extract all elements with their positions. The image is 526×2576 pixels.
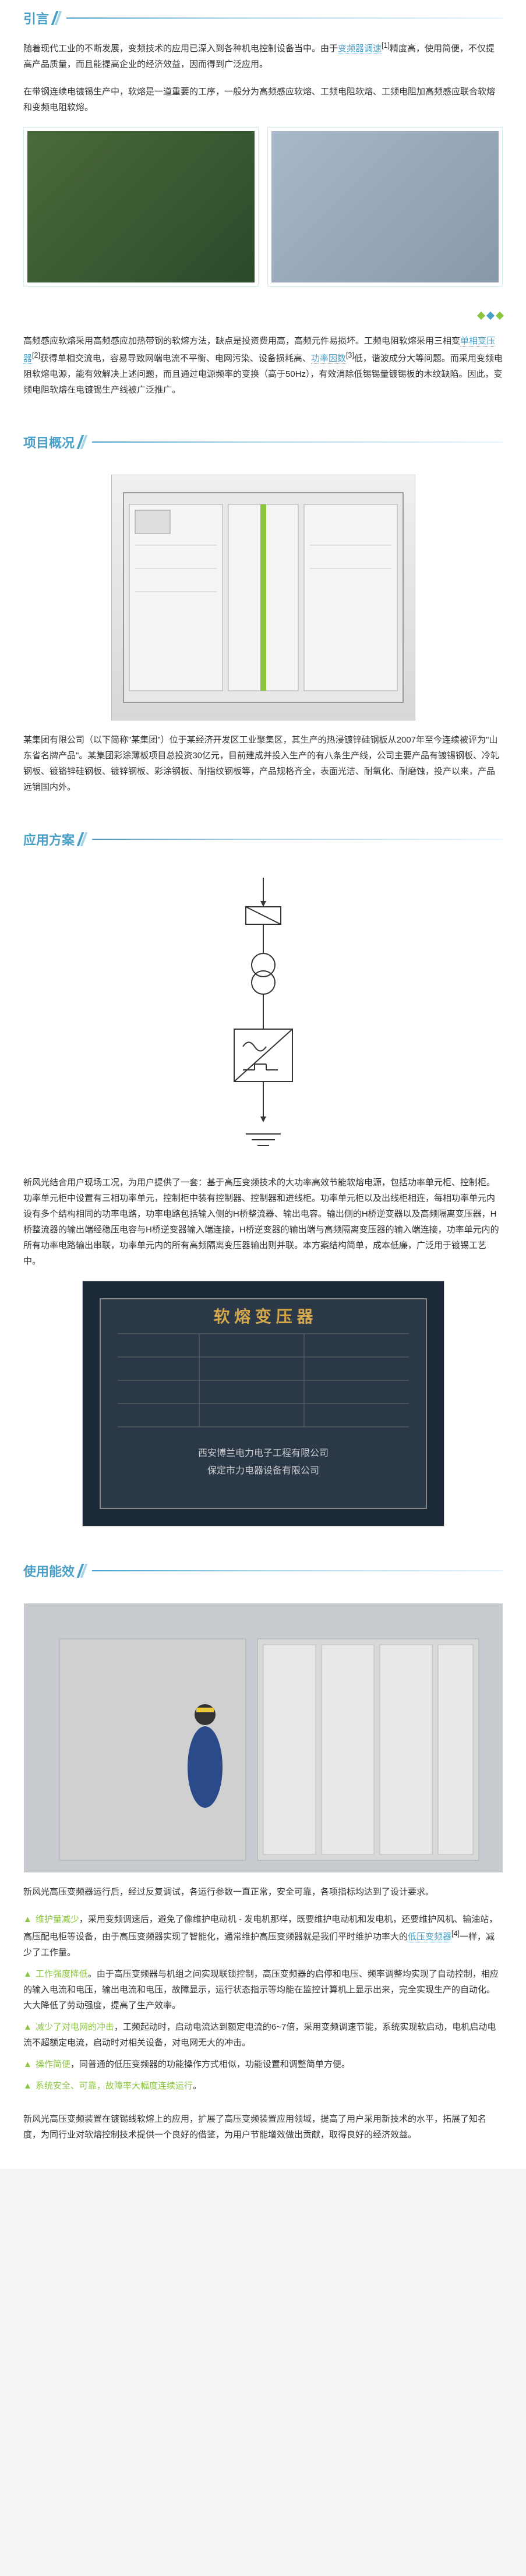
- overview-content: 某集团有限公司（以下简称"某集团"）位于某经济开发区工业聚集区，其生产的热浸镀锌…: [0, 454, 526, 821]
- overview-para1: 某集团有限公司（以下简称"某集团"）位于某经济开发区工业聚集区，其生产的热浸镀锌…: [23, 732, 503, 795]
- site-svg: [24, 1604, 502, 1872]
- cabinet-image: [111, 475, 415, 720]
- benefit-title-3: 减少了对电网的冲击: [36, 2022, 114, 2032]
- equipment-image-1: [27, 131, 255, 282]
- section-header-solution: 应用方案: [0, 821, 526, 851]
- section-underline: [92, 839, 503, 840]
- slash-decoration: [54, 11, 61, 25]
- divider-decoration: [0, 313, 526, 324]
- svg-text:西安博兰电力电子工程有限公司: 西安博兰电力电子工程有限公司: [197, 1448, 328, 1458]
- image-frame-1: [23, 127, 259, 287]
- benefit-2: ▲ 工作强度降低。由于高压变频器与机组之间实现联锁控制，高压变频器的启停和电压、频…: [23, 1966, 503, 2013]
- benefit-title-2: 工作强度降低: [36, 1969, 88, 1979]
- circuit-diagram-container: [23, 860, 503, 1175]
- nameplate-svg: 软 熔 变 压 器 西安博兰电力电子工程有限公司 保定市力电器设备有限公司: [83, 1281, 444, 1526]
- section-underline: [66, 17, 503, 19]
- cabinet-svg: [112, 475, 415, 720]
- reference-4[interactable]: [4]: [451, 1930, 460, 1938]
- triangle-icon: ▲: [23, 1914, 32, 1924]
- section-title-wrapper: 应用方案: [23, 830, 86, 849]
- reference-2[interactable]: [2]: [32, 351, 40, 359]
- section-header-results: 使用能效: [0, 1553, 526, 1583]
- section-underline: [92, 1570, 503, 1571]
- benefit-title-4: 操作简便: [36, 2059, 70, 2069]
- section-title-solution: 应用方案: [23, 830, 75, 849]
- triangle-icon: ▲: [23, 2081, 32, 2091]
- intro-para1: 随着现代工业的不断发展，变频技术的应用已深入到各种机电控制设备当中。由于变频器调…: [23, 39, 503, 72]
- image-frame-2: [267, 127, 503, 287]
- section-title-overview: 项目概况: [23, 433, 75, 451]
- triangle-icon: ▲: [23, 1969, 32, 1979]
- intro-content-2: 高频感应软熔采用高频感应加热带钢的软熔方法，缺点是投资费用高，高频元件易损坏。工…: [0, 324, 526, 424]
- intro-image-row: [23, 127, 503, 287]
- equipment-image-2: [271, 131, 499, 282]
- text: 高频感应软熔采用高频感应加热带钢的软熔方法，缺点是投资费用高，高频元件易损坏。工…: [23, 336, 460, 346]
- transformer-nameplate-image: 软 熔 变 压 器 西安博兰电力电子工程有限公司 保定市力电器设备有限公司: [82, 1281, 444, 1526]
- results-final: 新风光高压变频装置在镀锡线软熔上的应用，扩展了高压变频装置应用领域，提高了用户采…: [23, 2111, 503, 2143]
- slash-decoration: [79, 1564, 86, 1578]
- solution-content: 新风光结合用户现场工况，为用户提供了一套：基于高压变频技术的大功率高效节能软熔电…: [0, 851, 526, 1553]
- diamond-icon: [477, 312, 485, 320]
- slash-decoration: [79, 832, 86, 846]
- svg-text:保定市力电器设备有限公司: 保定市力电器设备有限公司: [207, 1465, 319, 1476]
- text: 。由于高压变频器与机组之间实现联锁控制，高压变频器的启停和电压、频率调整均实现了…: [23, 1969, 499, 2010]
- text: 获得单相交流电，容易导致网端电流不平衡、电网污染、设备损耗高、: [40, 354, 311, 363]
- benefit-5: ▲ 系统安全、可靠，故障率大幅度连续运行。: [23, 2078, 503, 2094]
- diamond-icon: [486, 312, 495, 320]
- svg-text:软 熔 变 压 器: 软 熔 变 压 器: [213, 1307, 313, 1326]
- section-title-intro: 引言: [23, 9, 49, 27]
- section-title-wrapper: 项目概况: [23, 433, 86, 451]
- results-content: 新风光高压变频器运行后，经过反复调试，各运行参数一直正常，安全可靠，各项指标均达…: [0, 1583, 526, 2169]
- section-title-results: 使用能效: [23, 1561, 75, 1580]
- transformer-image-container: 软 熔 变 压 器 西安博兰电力电子工程有限公司 保定市力电器设备有限公司: [23, 1281, 503, 1526]
- link-power-factor[interactable]: 功率因数: [311, 354, 346, 364]
- section-header-intro: 引言: [0, 0, 526, 30]
- results-intro: 新风光高压变频器运行后，经过反复调试，各运行参数一直正常，安全可靠，各项指标均达…: [23, 1884, 503, 1900]
- section-header-overview: 项目概况: [0, 424, 526, 454]
- section-title-wrapper: 引言: [23, 9, 61, 27]
- link-lv-inverter[interactable]: 低压变频器: [408, 1932, 451, 1942]
- benefit-title-5: 系统安全、可靠，故障率大幅度连续运行: [36, 2081, 193, 2091]
- section-title-wrapper: 使用能效: [23, 1561, 86, 1580]
- text: 随着现代工业的不断发展，变频技术的应用已深入到各种机电控制设备当中。由于: [23, 44, 338, 54]
- intro-content: 随着现代工业的不断发展，变频技术的应用已深入到各种机电控制设备当中。由于变频器调…: [0, 30, 526, 313]
- triangle-icon: ▲: [23, 2059, 32, 2069]
- section-underline: [92, 441, 503, 443]
- diamond-icon: [496, 312, 504, 320]
- intro-para2: 在带钢连续电镀锡生产中，软熔是一道重要的工序，一般分为高频感应软熔、工频电阻软熔…: [23, 84, 503, 115]
- reference-1[interactable]: [1]: [382, 41, 390, 50]
- site-image-container: [23, 1603, 503, 1872]
- link-bianpinqi[interactable]: 变频器调速: [338, 44, 382, 54]
- intro-para3: 高频感应软熔采用高频感应加热带钢的软熔方法，缺点是投资费用高，高频元件易损坏。工…: [23, 333, 503, 398]
- circuit-diagram: [170, 872, 356, 1163]
- slash-decoration: [79, 435, 86, 449]
- cabinet-image-container: [23, 475, 503, 720]
- text: 。: [193, 2081, 202, 2091]
- benefit-1: ▲维护量减少，采用变频调速后，避免了像维护电动机 - 发电机那样，既要维护电动机…: [23, 1911, 503, 1960]
- triangle-icon: ▲: [23, 2022, 32, 2032]
- solution-para1: 新风光结合用户现场工况，为用户提供了一套：基于高压变频技术的大功率高效节能软熔电…: [23, 1175, 503, 1269]
- benefit-title-1: 维护量减少: [36, 1914, 79, 1924]
- text: ，同普通的低压变频器的功能操作方式相似，功能设置和调整简单方便。: [70, 2059, 350, 2069]
- benefit-3: ▲减少了对电网的冲击，工频起动时，启动电流达到额定电流的6~7倍，采用变频调速节…: [23, 2019, 503, 2051]
- site-photo: [24, 1603, 503, 1872]
- reference-3[interactable]: [3]: [346, 351, 354, 359]
- benefit-4: ▲ 操作简便，同普通的低压变频器的功能操作方式相似，功能设置和调整简单方便。: [23, 2056, 503, 2072]
- page-container: 引言 随着现代工业的不断发展，变频技术的应用已深入到各种机电控制设备当中。由于变…: [0, 0, 526, 2169]
